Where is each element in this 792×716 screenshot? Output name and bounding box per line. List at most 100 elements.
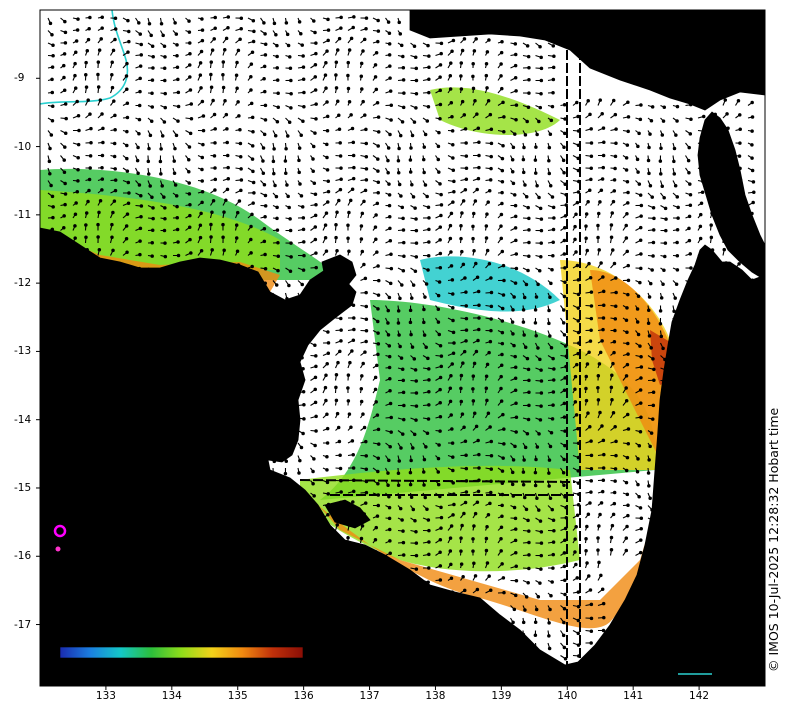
velocity-arrowhead [527,378,531,383]
velocity-arrowhead [636,457,640,461]
velocity-arrowhead [360,211,365,216]
velocity-arrowhead [585,561,589,565]
velocity-arrowhead [389,593,393,598]
velocity-arrowhead [437,130,441,135]
velocity-arrowhead [387,31,392,35]
velocity-arrowhead [547,145,552,150]
velocity-arrowhead [376,331,380,335]
velocity-arrowhead [209,235,213,239]
velocity-arrowhead [225,127,229,131]
velocity-arrowhead [573,400,578,404]
velocity-arrowhead [562,252,567,256]
velocity-arrowhead [674,346,679,350]
velocity-arrowhead [611,411,616,415]
velocity-arrowhead [187,181,191,185]
velocity-arrowhead [527,91,531,95]
velocity-arrowhead [521,320,526,324]
velocity-arrowhead [98,98,103,102]
velocity-arrowhead [585,362,590,366]
argo-legend: Argo 0 [72,524,106,536]
velocity-arrowhead [599,573,603,578]
timestamp-time: 04:30Z [77,365,123,380]
velocity-arrowhead [163,217,167,221]
velocity-arrowhead [63,102,68,106]
velocity-arrowhead [138,252,142,257]
velocity-arrowhead [213,127,217,131]
velocity-arrowhead [359,549,364,554]
velocity-arrowhead [163,269,167,273]
velocity-arrowhead [284,147,288,151]
velocity-arrowhead [235,249,240,253]
velocity-arrowhead [523,658,528,662]
velocity-arrowhead [113,167,117,171]
velocity-arrowhead [639,203,644,208]
velocity-arrowhead [459,562,464,566]
velocity-arrowhead [62,158,66,162]
velocity-arrowhead [664,228,668,233]
velocity-arrowhead [324,249,329,253]
velocity-arrowhead [397,20,401,25]
velocity-arrowhead [402,566,406,571]
timestamp: 30-Jun-2025 04:30Z [60,349,140,381]
velocity-arrowhead [639,415,643,419]
velocity-arrowhead [523,183,527,187]
velocity-arrowhead [352,316,356,320]
lat-tick-label: -14 [14,413,32,426]
velocity-arrowhead [576,351,580,356]
velocity-arrowhead [313,526,318,530]
velocity-arrowhead [189,117,194,121]
velocity-arrowhead [601,126,606,130]
velocity-arrowhead [452,502,456,507]
velocity-arrowhead [363,188,368,193]
velocity-arrowhead [422,307,426,312]
velocity-arrowhead [84,60,88,65]
velocity-arrowhead [549,593,553,598]
velocity-arrowhead [562,388,567,392]
velocity-arrowhead [311,319,315,324]
velocity-arrowhead [271,472,276,476]
velocity-arrowhead [600,489,605,494]
velocity-arrowhead [485,212,489,216]
velocity-arrowhead [272,334,277,338]
velocity-arrowhead [176,90,181,95]
velocity-arrowhead [236,263,241,267]
velocity-arrowhead [272,459,277,464]
velocity-arrowhead [111,210,115,215]
axis-ticks [36,77,700,690]
velocity-arrowhead [534,646,538,650]
velocity-arrowhead [437,332,442,337]
velocity-arrowhead [239,16,244,20]
velocity-arrowhead [487,574,491,578]
velocity-arrowhead [463,127,468,131]
velocity-arrowhead [313,537,318,542]
velocity-arrowhead [589,166,593,171]
velocity-arrowhead [414,529,418,534]
velocity-arrowhead [339,316,343,321]
velocity-arrowhead [425,507,429,511]
velocity-arrowhead [346,60,351,65]
velocity-arrowhead [611,512,616,517]
velocity-arrowhead [388,281,393,286]
velocity-arrowhead [511,332,515,336]
velocity-arrowhead [462,511,466,516]
velocity-arrowhead [210,48,215,52]
lon-tick-label: 135 [227,690,248,702]
velocity-arrowhead [176,77,180,82]
velocity-arrowhead [427,403,431,407]
velocity-arrowhead [389,564,393,569]
velocity-arrowhead [396,471,401,476]
velocity-arrowhead [651,403,656,408]
velocity-arrowhead [100,188,104,192]
velocity-arrowhead [648,132,652,136]
velocity-arrowhead [473,199,478,203]
velocity-arrowhead [521,170,526,175]
velocity-arrowhead [326,38,330,43]
velocity-arrowhead [602,303,606,307]
velocity-arrowhead [376,130,381,134]
velocity-arrowhead [501,100,505,105]
velocity-arrowhead [500,330,505,335]
velocity-arrowhead [302,403,306,407]
velocity-arrowhead [62,52,67,56]
velocity-arrowhead [63,41,68,45]
velocity-arrowhead [127,191,131,195]
